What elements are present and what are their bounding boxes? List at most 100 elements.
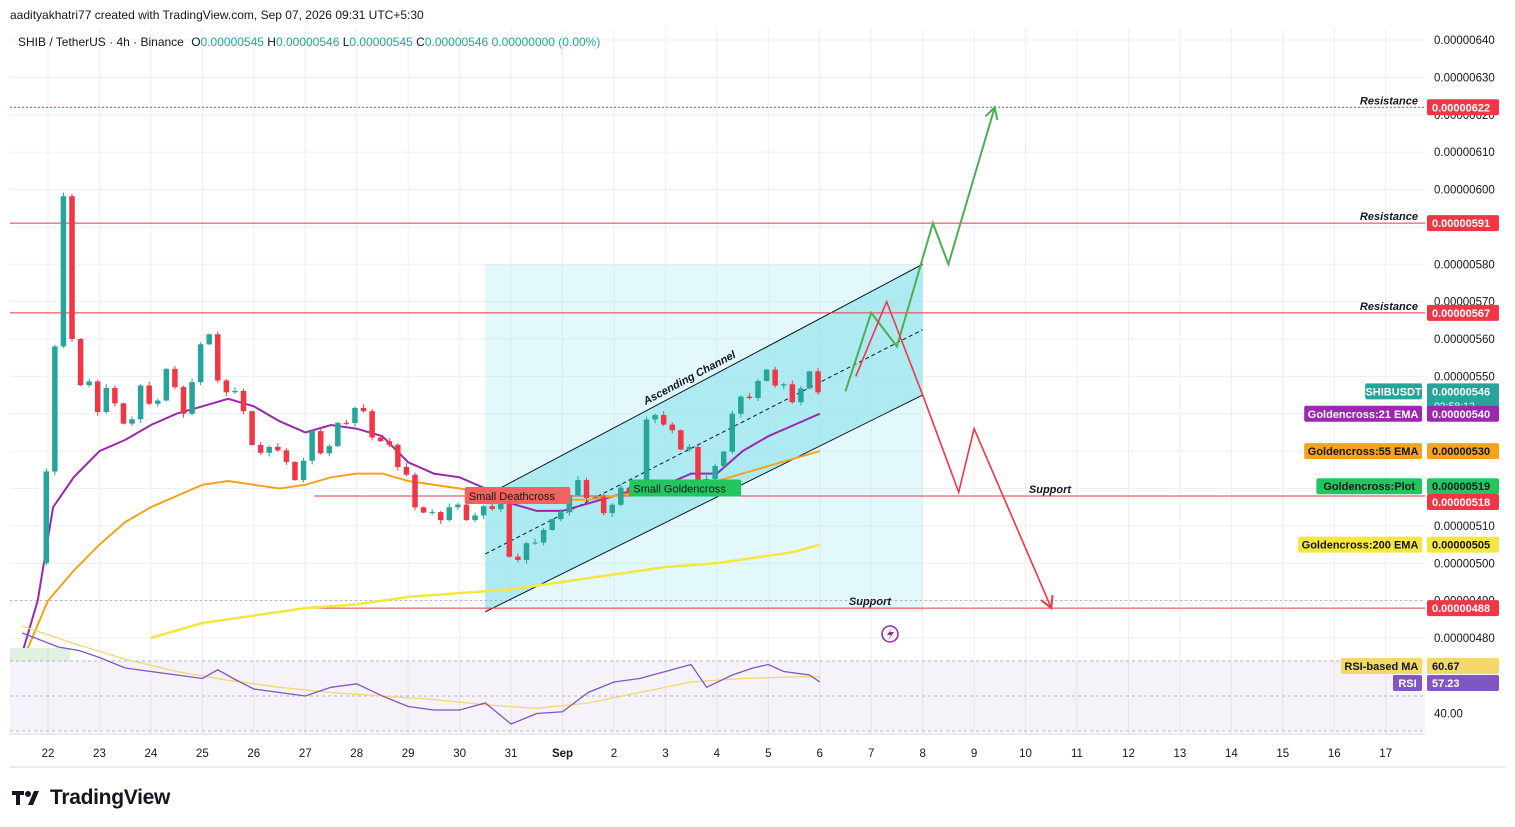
price-tag-label: SHIBUSDT	[1365, 386, 1422, 398]
candle-body	[549, 519, 555, 531]
rsi-tag-value-bg	[1427, 675, 1499, 691]
x-tick-label: 31	[505, 748, 518, 760]
x-tick-label: 8	[919, 748, 925, 760]
resistance-label: Resistance	[1360, 211, 1418, 223]
candle-body	[146, 385, 152, 404]
high-label: H	[267, 35, 276, 49]
candle-body	[155, 400, 161, 404]
candle-body	[352, 407, 358, 423]
candle-body	[69, 196, 75, 339]
candle-body	[86, 381, 92, 386]
price-tag-value-bg	[1427, 478, 1499, 495]
low-label: L	[342, 35, 350, 49]
candle-body	[412, 474, 418, 508]
y-tick-label: 0.00000480	[1434, 633, 1495, 645]
candle-body	[780, 384, 787, 386]
candle-body	[343, 422, 350, 424]
candle-body	[292, 461, 298, 481]
price-tag-label-bg	[1304, 443, 1422, 460]
rsi-overbought-shade	[10, 648, 70, 661]
candle-body	[377, 437, 384, 442]
price-tags: 0.00000622 0.00000591 0.00000567 0.00000488…	[1298, 99, 1499, 617]
candle-body	[180, 387, 187, 414]
grid-lines	[10, 28, 1425, 734]
y-tick-label: 0.00000500	[1434, 558, 1495, 570]
bearish-projection-path	[855, 299, 1053, 609]
candle-body	[463, 504, 470, 521]
candle-body	[455, 504, 461, 508]
candle-body	[712, 466, 718, 479]
rsi-ma-label: RSI-based MA	[1344, 661, 1418, 673]
candle-body	[403, 466, 410, 475]
candlesticks	[43, 192, 821, 566]
tradingview-logo[interactable]: TradingView	[12, 786, 170, 810]
symbol-name[interactable]: SHIB / TetherUS · 4h · Binance	[18, 35, 184, 49]
level-value-bg	[1427, 600, 1499, 617]
level-value: 0.00000488	[1432, 603, 1490, 615]
bullish-projection-path	[844, 107, 996, 392]
high-value: 0.00000546	[275, 35, 340, 49]
y-tick-label: 0.00000610	[1434, 147, 1495, 159]
x-tick-label: 23	[93, 748, 106, 760]
candle-body	[103, 387, 110, 413]
candle-body	[197, 344, 204, 383]
candle-body	[720, 451, 727, 467]
small-goldencross-label: Small Goldencross	[633, 484, 726, 496]
price-tag-label-bg	[1365, 383, 1422, 400]
x-tick-label: 24	[145, 748, 158, 760]
candle-body	[335, 422, 341, 447]
candle-body	[806, 371, 813, 389]
x-tick-label: Sep	[552, 748, 573, 760]
channel-upper-line	[485, 263, 923, 497]
candle-body	[266, 446, 272, 453]
candle-body	[592, 497, 598, 499]
candle-body	[669, 424, 676, 431]
candle-body	[763, 369, 770, 381]
y-axis: 0.000006400.000006300.000006200.00000610…	[1434, 35, 1495, 645]
candle-body	[678, 430, 684, 450]
close-value: 0.00000546	[424, 35, 489, 49]
candle-body	[515, 556, 521, 560]
change-value: 0.00000000 (0.00%)	[491, 35, 601, 49]
level-value-bg	[1427, 99, 1499, 116]
candle-body	[609, 504, 615, 514]
rsi-tick-label: 40.00	[1434, 709, 1463, 721]
x-tick-label: 13	[1174, 748, 1187, 760]
x-axis: 22 23 24 25 26 27 28 29 30 31 Sep 2 3 4 5 6 7 8 9 10 11 12 13 1…	[10, 733, 1505, 768]
candle-body	[300, 460, 307, 481]
y-tick-label: 0.00000560	[1434, 334, 1495, 346]
candle-body	[446, 507, 453, 521]
candle-body	[729, 413, 736, 452]
rsi-ma-label-bg	[1340, 658, 1422, 674]
candle-body	[326, 446, 333, 454]
price-tag-value: 0.00000505	[1432, 540, 1490, 552]
level-value: 0.00000567	[1432, 308, 1490, 320]
y-tick-label: 0.00000600	[1434, 185, 1495, 197]
credit-line: aadityakhatri77 created with TradingView…	[10, 8, 424, 22]
rsi-ma-line	[22, 625, 820, 709]
candle-body	[746, 396, 753, 399]
candle-body	[369, 411, 375, 438]
candle-body	[94, 381, 101, 413]
x-tick-label: 30	[453, 748, 466, 760]
price-tag-value: 0.00000540	[1432, 409, 1490, 421]
candle-body	[789, 384, 796, 403]
small-deathcross-label: Small Deathcross	[469, 491, 556, 503]
candle-body	[600, 497, 607, 514]
price-tag-label: Goldencross:21 EMA	[1308, 409, 1419, 421]
channel-mid-line	[485, 329, 923, 555]
x-tick-label: 6	[817, 748, 823, 760]
candle-body	[189, 382, 195, 414]
candle-body	[60, 196, 67, 347]
support-resistance-levels: Resistance Resistance Resistance Support Sup…	[10, 95, 1425, 609]
level-value: 0.00000622	[1432, 102, 1490, 114]
x-tick-label: 29	[402, 748, 415, 760]
rsi-pane: 40.00 RSI-based MA 60.67 RSI 57.23	[10, 625, 1499, 732]
price-tag-value: 0.00000518	[1432, 497, 1490, 509]
candle-body	[575, 480, 581, 496]
symbol-line: SHIB / TetherUS · 4h · Binance O0.000005…	[18, 35, 600, 49]
candle-body	[798, 388, 804, 403]
x-tick-label: 14	[1225, 748, 1238, 760]
price-tag-label-bg	[1304, 405, 1422, 422]
